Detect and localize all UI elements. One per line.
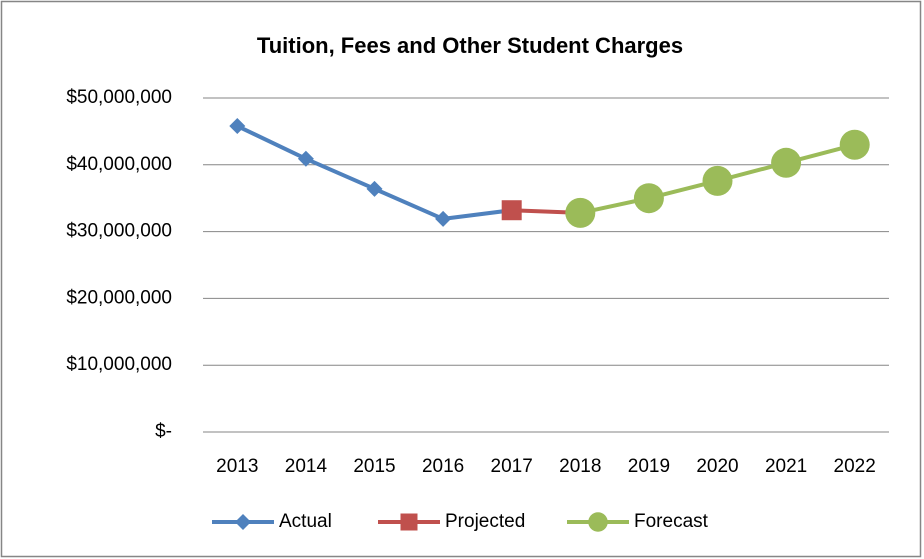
data-point bbox=[501, 200, 522, 221]
data-point bbox=[435, 210, 452, 227]
data-point bbox=[771, 147, 802, 178]
y-tick-label: $- bbox=[155, 421, 172, 442]
y-tick-label: $10,000,000 bbox=[66, 354, 172, 375]
x-tick-label: 2022 bbox=[834, 456, 876, 477]
x-tick-label: 2018 bbox=[559, 456, 601, 477]
x-tick-label: 2014 bbox=[285, 456, 328, 477]
legend-marker bbox=[400, 513, 418, 531]
data-point bbox=[366, 180, 383, 197]
x-tick-label: 2020 bbox=[696, 456, 738, 477]
y-tick-label: $30,000,000 bbox=[66, 221, 172, 242]
data-point bbox=[565, 197, 596, 228]
x-tick-label: 2017 bbox=[491, 456, 533, 477]
data-point bbox=[702, 165, 733, 196]
legend-label: Actual bbox=[279, 511, 332, 532]
x-tick-label: 2021 bbox=[765, 456, 807, 477]
legend-label: Forecast bbox=[634, 511, 709, 532]
x-tick-label: 2019 bbox=[628, 456, 670, 477]
legend-marker bbox=[235, 514, 251, 530]
x-tick-label: 2015 bbox=[353, 456, 395, 477]
y-tick-label: $50,000,000 bbox=[66, 87, 172, 108]
data-point bbox=[229, 118, 246, 135]
data-point bbox=[633, 183, 664, 214]
y-tick-label: $20,000,000 bbox=[66, 287, 172, 308]
y-tick-label: $40,000,000 bbox=[66, 154, 172, 175]
x-tick-label: 2016 bbox=[422, 456, 464, 477]
legend-marker bbox=[588, 512, 608, 532]
data-point bbox=[839, 129, 870, 160]
legend-label: Projected bbox=[445, 511, 525, 532]
x-tick-label: 2013 bbox=[216, 456, 258, 477]
chart-title: Tuition, Fees and Other Student Charges bbox=[257, 33, 683, 58]
data-point bbox=[297, 150, 314, 167]
